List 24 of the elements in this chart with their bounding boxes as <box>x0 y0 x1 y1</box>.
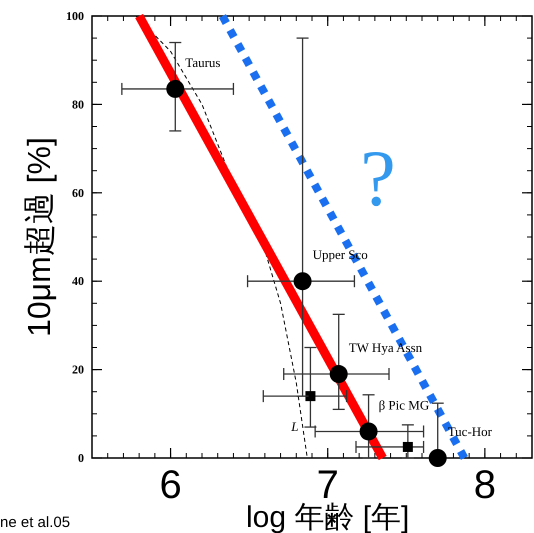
y-tick-label: 100 <box>66 9 84 23</box>
y-tick-label: 40 <box>72 274 84 288</box>
y-tick-label: 80 <box>72 97 84 112</box>
point <box>360 422 378 440</box>
point <box>305 391 316 402</box>
data-label: β Pic MG <box>378 397 430 412</box>
data-label: L <box>290 419 298 434</box>
point <box>428 449 447 467</box>
data-label: Upper Sco <box>312 247 368 262</box>
point <box>294 272 312 290</box>
text: ne et al.05 <box>0 514 70 531</box>
y-tick-label: 0 <box>78 451 84 465</box>
y-axis-title: 10μm超過 [%] <box>21 137 57 337</box>
data-label: Taurus <box>185 54 220 70</box>
data-label: TW Hya Assn <box>348 340 423 356</box>
annotation: ? <box>360 135 396 223</box>
y-tick-label: 20 <box>72 362 84 377</box>
point <box>166 80 184 98</box>
point <box>330 365 348 384</box>
y-tick-label: 60 <box>72 186 84 200</box>
x-tick-label: 8 <box>474 463 496 507</box>
point <box>402 442 413 452</box>
x-tick-label: 6 <box>159 463 182 507</box>
data-label: Tuc-Hor <box>448 424 493 439</box>
